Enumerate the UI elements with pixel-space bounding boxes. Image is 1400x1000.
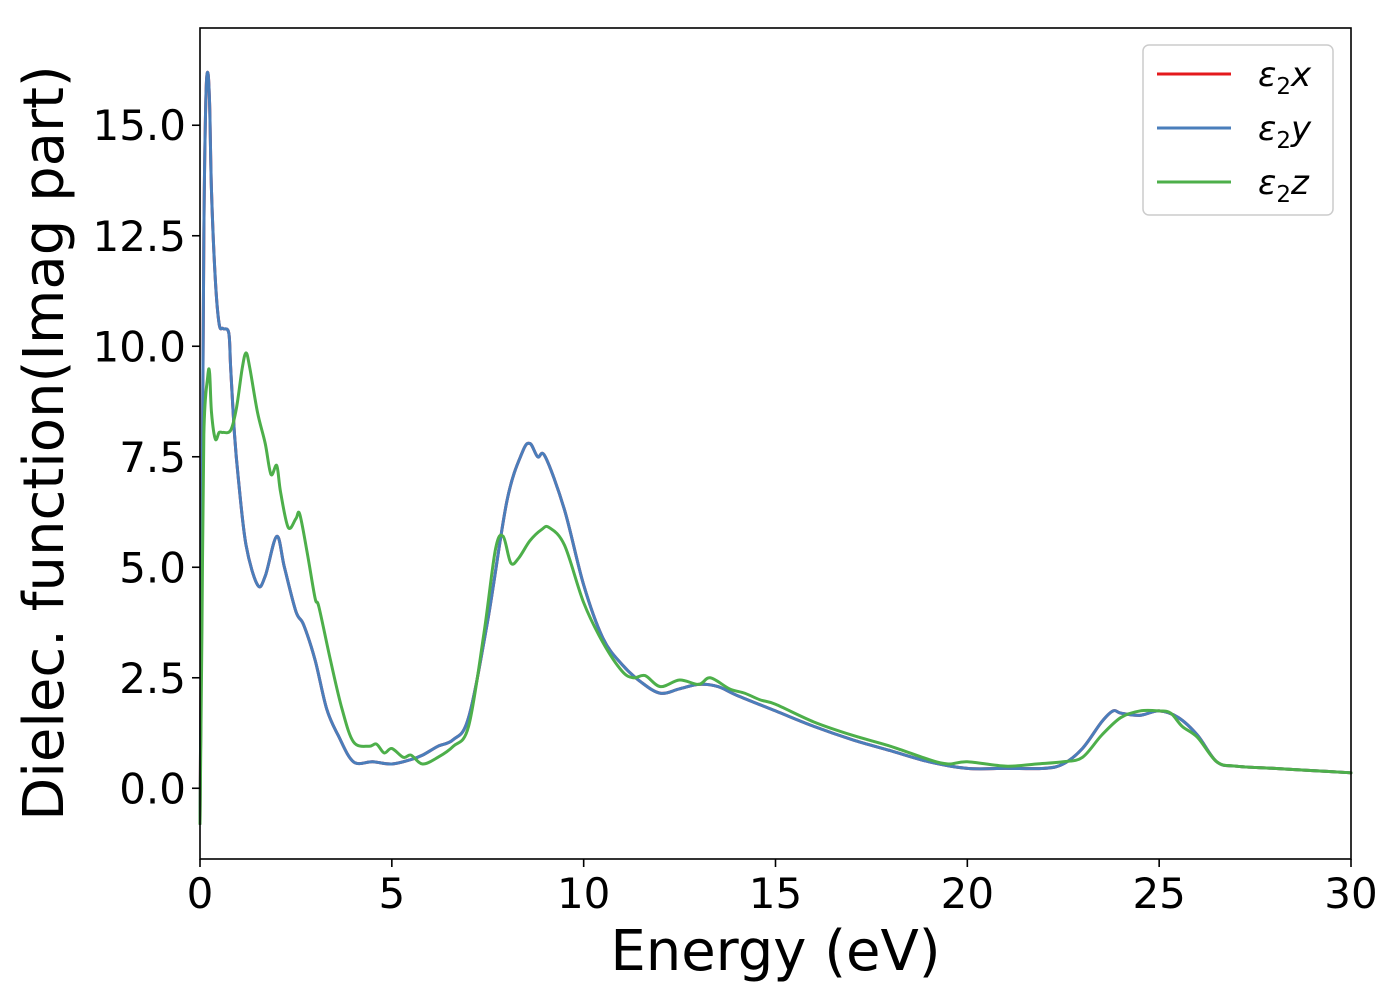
x-tick-label: 30 bbox=[1324, 869, 1377, 918]
legend-box bbox=[1142, 44, 1334, 216]
series-layer bbox=[198, 70, 1353, 826]
x-axis-ticks: 0 5 10 15 20 25 30 bbox=[187, 859, 1378, 918]
x-tick-label: 0 bbox=[187, 869, 214, 918]
legend-label-y: ε2y bbox=[1258, 109, 1312, 154]
y-tick-label: 12.5 bbox=[92, 212, 186, 261]
x-axis-label: Energy (eV) bbox=[610, 919, 940, 984]
x-tick-label: 25 bbox=[1132, 869, 1185, 918]
y-axis-ticks: 0.0 2.5 5.0 7.5 10.0 12.5 15.0 bbox=[92, 101, 200, 813]
legend: ε2x ε2y ε2z bbox=[1142, 44, 1334, 216]
y-tick-label: 0.0 bbox=[119, 764, 186, 813]
series-line-y bbox=[198, 70, 1353, 826]
x-tick-label: 20 bbox=[941, 869, 994, 918]
legend-label-z: ε2z bbox=[1258, 163, 1310, 208]
legend-entries: ε2x ε2y ε2z bbox=[1157, 55, 1312, 208]
y-tick-label: 7.5 bbox=[119, 433, 186, 482]
legend-label-x: ε2x bbox=[1258, 55, 1312, 100]
x-tick-label: 10 bbox=[557, 869, 610, 918]
x-tick-label: 5 bbox=[378, 869, 405, 918]
y-tick-label: 15.0 bbox=[92, 101, 186, 150]
y-axis-label: Dielec. function(Imag part) bbox=[12, 65, 77, 821]
y-tick-label: 5.0 bbox=[119, 543, 186, 592]
y-tick-label: 2.5 bbox=[119, 654, 186, 703]
y-tick-label: 10.0 bbox=[92, 322, 186, 371]
x-tick-label: 15 bbox=[749, 869, 802, 918]
series-line-z bbox=[198, 351, 1353, 826]
